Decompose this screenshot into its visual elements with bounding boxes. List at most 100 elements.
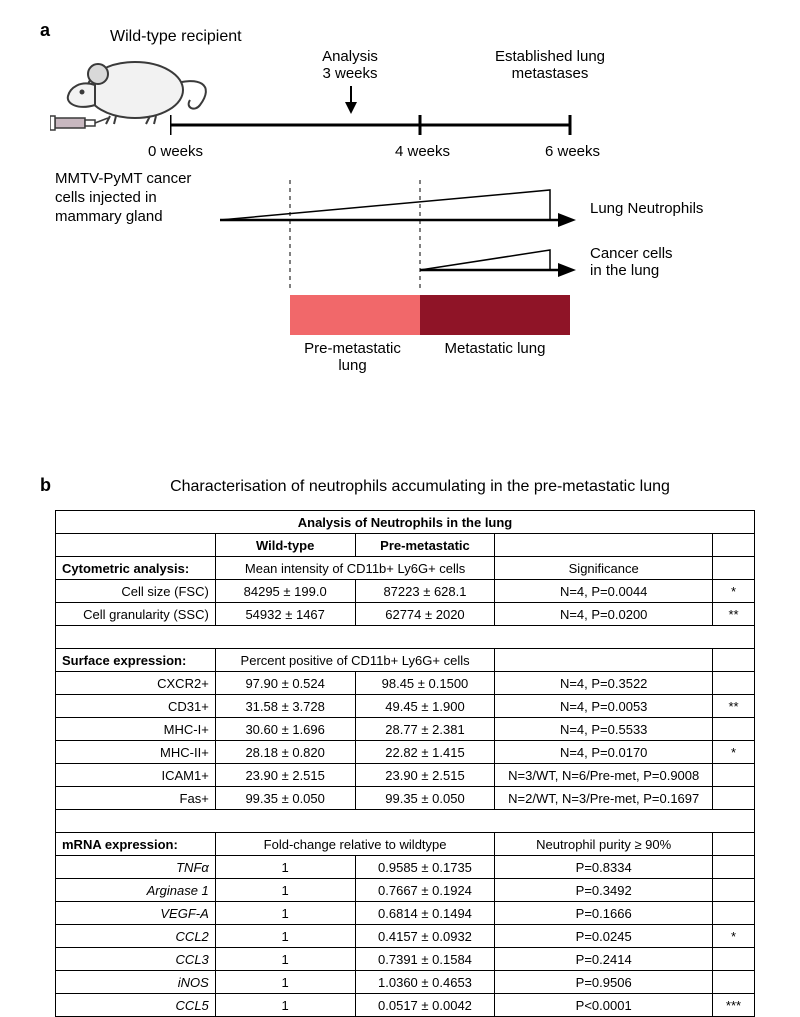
row-stars: **: [713, 603, 755, 626]
row-stars: **: [713, 695, 755, 718]
row-name: MHC-II+: [56, 741, 216, 764]
row-pre: 0.6814 ± 0.1494: [355, 902, 495, 925]
neutrophils-wedge: [220, 180, 580, 230]
row-pre: 22.82 ± 1.415: [355, 741, 495, 764]
cancercells-wedge: [420, 235, 580, 280]
row-stars: *: [713, 741, 755, 764]
row-wt: 54932 ± 1467: [215, 603, 355, 626]
row-pre: 28.77 ± 2.381: [355, 718, 495, 741]
row-pre: 0.7391 ± 0.1584: [355, 948, 495, 971]
cyto-note: Significance: [495, 557, 713, 580]
row-pre: 62774 ± 2020: [355, 603, 495, 626]
row-stars: [713, 879, 755, 902]
neutrophils-label: Lung Neutrophils: [590, 200, 703, 217]
empty-cell: [495, 649, 713, 672]
row-stars: [713, 856, 755, 879]
row-pre: 23.90 ± 2.515: [355, 764, 495, 787]
mrna-note: Neutrophil purity ≥ 90%: [495, 833, 713, 856]
row-pre: 99.35 ± 0.050: [355, 787, 495, 810]
timeline-t0: 0 weeks: [148, 143, 203, 160]
metastatic-label: Metastatic lung: [420, 340, 570, 357]
row-wt: 84295 ± 199.0: [215, 580, 355, 603]
row-sig: N=4, P=0.3522: [495, 672, 713, 695]
cancercells-label: Cancer cells in the lung: [590, 245, 673, 279]
row-sig: P=0.9506: [495, 971, 713, 994]
row-name: Cell granularity (SSC): [56, 603, 216, 626]
row-stars: [713, 902, 755, 925]
row-stars: [713, 787, 755, 810]
row-name: CCL2: [56, 925, 216, 948]
row-name: CXCR2+: [56, 672, 216, 695]
row-wt: 1: [215, 856, 355, 879]
row-name: CCL5: [56, 994, 216, 1017]
row-stars: [713, 672, 755, 695]
col-pre: Pre-metastatic: [355, 534, 495, 557]
row-stars: [713, 948, 755, 971]
panel-b-title: Characterisation of neutrophils accumula…: [120, 478, 720, 496]
row-stars: [713, 718, 755, 741]
row-wt: 23.90 ± 2.515: [215, 764, 355, 787]
row-wt: 30.60 ± 1.696: [215, 718, 355, 741]
row-pre: 1.0360 ± 0.4653: [355, 971, 495, 994]
row-sig: P=0.1666: [495, 902, 713, 925]
pre-metastatic-label: Pre-metastatic lung: [285, 340, 420, 374]
row-stars: *: [713, 580, 755, 603]
row-sig: N=4, P=0.0044: [495, 580, 713, 603]
row-pre: 0.4157 ± 0.0932: [355, 925, 495, 948]
row-name: MHC-I+: [56, 718, 216, 741]
row-pre: 0.9585 ± 0.1735: [355, 856, 495, 879]
table-title: Analysis of Neutrophils in the lung: [56, 511, 755, 534]
row-pre: 87223 ± 628.1: [355, 580, 495, 603]
row-name: CD31+: [56, 695, 216, 718]
analysis-arrow: [343, 86, 359, 114]
empty-cell: [495, 534, 713, 557]
row-pre: 49.45 ± 1.900: [355, 695, 495, 718]
row-name: iNOS: [56, 971, 216, 994]
row-name: Fas+: [56, 787, 216, 810]
empty-cell: [713, 557, 755, 580]
empty-cell: [56, 534, 216, 557]
row-wt: 1: [215, 994, 355, 1017]
row-sig: N=4, P=0.5533: [495, 718, 713, 741]
timeline: [170, 115, 590, 145]
row-pre: 0.0517 ± 0.0042: [355, 994, 495, 1017]
row-stars: *: [713, 925, 755, 948]
row-name: VEGF-A: [56, 902, 216, 925]
row-sig: N=4, P=0.0170: [495, 741, 713, 764]
cyto-subhead: Mean intensity of CD11b+ Ly6G+ cells: [215, 557, 495, 580]
row-name: ICAM1+: [56, 764, 216, 787]
row-sig: N=4, P=0.0200: [495, 603, 713, 626]
row-wt: 99.35 ± 0.050: [215, 787, 355, 810]
row-stars: [713, 971, 755, 994]
row-pre: 0.7667 ± 0.1924: [355, 879, 495, 902]
timeline-t2: 6 weeks: [545, 143, 600, 160]
col-wt: Wild-type: [215, 534, 355, 557]
injection-label: MMTV-PyMT cancer cells injected in mamma…: [55, 170, 215, 226]
empty-cell: [713, 833, 755, 856]
row-sig: P=0.3492: [495, 879, 713, 902]
cyto-head: Cytometric analysis:: [56, 557, 216, 580]
phase-bar: [290, 295, 572, 335]
analysis-label: Analysis 3 weeks: [305, 48, 395, 82]
row-wt: 97.90 ± 0.524: [215, 672, 355, 695]
row-name: Cell size (FSC): [56, 580, 216, 603]
row-name: TNFα: [56, 856, 216, 879]
row-sig: P<0.0001: [495, 994, 713, 1017]
row-name: Arginase 1: [56, 879, 216, 902]
analysis-table: Analysis of Neutrophils in the lung Wild…: [55, 510, 755, 1017]
timeline-t1: 4 weeks: [395, 143, 450, 160]
row-sig: P=0.2414: [495, 948, 713, 971]
panel-b-label: b: [40, 475, 51, 496]
row-wt: 1: [215, 902, 355, 925]
surface-subhead: Percent positive of CD11b+ Ly6G+ cells: [215, 649, 495, 672]
empty-cell: [713, 649, 755, 672]
metastases-label: Established lung metastases: [475, 48, 625, 82]
row-wt: 1: [215, 971, 355, 994]
row-sig: N=4, P=0.0053: [495, 695, 713, 718]
row-stars: ***: [713, 994, 755, 1017]
mrna-subhead: Fold-change relative to wildtype: [215, 833, 495, 856]
row-wt: 31.58 ± 3.728: [215, 695, 355, 718]
row-wt: 1: [215, 948, 355, 971]
row-sig: P=0.8334: [495, 856, 713, 879]
surface-head: Surface expression:: [56, 649, 216, 672]
